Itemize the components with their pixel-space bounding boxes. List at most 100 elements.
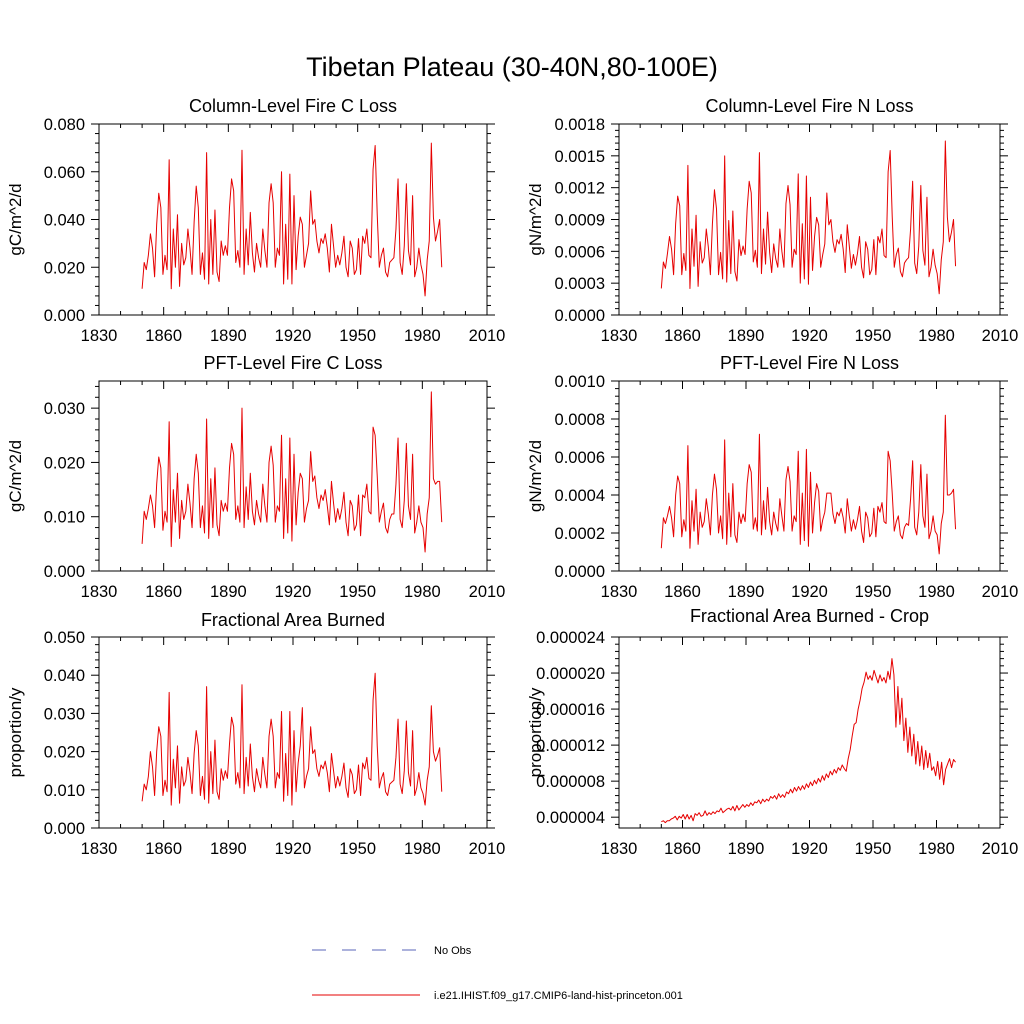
x-tick-label: 1920 xyxy=(791,583,828,601)
series-line xyxy=(141,391,443,553)
x-tick-label: 1920 xyxy=(275,327,312,345)
y-tick-label: 0.020 xyxy=(44,744,85,762)
x-tick-label: 1890 xyxy=(728,327,765,345)
y-tick-label: 0.050 xyxy=(44,629,85,647)
y-tick-label: 0.040 xyxy=(44,667,85,685)
x-tick-label: 1950 xyxy=(855,583,892,601)
legend: No Obs i.e21.IHIST.f09_g17.CMIP6-land-his… xyxy=(312,945,683,1002)
y-tick-label: 0.0008 xyxy=(555,411,605,429)
y-tick-label: 0.000008 xyxy=(536,773,605,791)
x-tick-label: 2010 xyxy=(469,583,506,601)
panel-title: Column-Level Fire N Loss xyxy=(705,96,913,116)
figure-title: Tibetan Plateau (30-40N,80-100E) xyxy=(306,52,718,82)
x-tick-label: 1830 xyxy=(81,840,118,858)
y-tick-label: 0.0012 xyxy=(555,180,605,198)
x-tick-label: 1920 xyxy=(791,327,828,345)
y-tick-label: 0.0018 xyxy=(555,116,605,134)
x-tick-label: 1950 xyxy=(339,327,376,345)
series-line xyxy=(660,414,957,555)
panel-title: PFT-Level Fire C Loss xyxy=(203,353,382,373)
y-tick-label: 0.0006 xyxy=(555,449,605,467)
series-line xyxy=(661,658,956,824)
x-tick-label: 1950 xyxy=(339,840,376,858)
y-tick-label: 0.0010 xyxy=(555,373,605,391)
x-tick-label: 1980 xyxy=(918,583,955,601)
y-tick-label: 0.0015 xyxy=(555,148,605,166)
x-tick-label: 1920 xyxy=(275,583,312,601)
panel-4: PFT-Level Fire N Loss gN/m^2/d 1830 1860 189… xyxy=(526,353,1018,601)
panel-6: Fractional Area Burned - Crop proportion/… xyxy=(526,606,1018,858)
y-tick-label: 0.030 xyxy=(44,400,85,418)
panel-title: PFT-Level Fire N Loss xyxy=(720,353,899,373)
x-tick-label: 2010 xyxy=(469,327,506,345)
x-tick-label: 1860 xyxy=(664,327,701,345)
y-tick-label: 0.020 xyxy=(44,454,85,472)
plot-frame xyxy=(618,636,1001,829)
panels: Column-Level Fire C Loss gC/m^2/d 1830 1860… xyxy=(6,96,1018,858)
x-tick-label: 1890 xyxy=(728,840,765,858)
y-tick-label: 0.040 xyxy=(44,212,85,230)
y-tick-label: 0.000020 xyxy=(536,665,605,683)
x-tick-label: 2010 xyxy=(982,327,1019,345)
series-line xyxy=(141,672,443,806)
panel-5: Fractional Area Burned proportion/y 1830 18… xyxy=(6,610,505,858)
x-tick-label: 1890 xyxy=(210,840,247,858)
y-axis-label: gN/m^2/d xyxy=(526,183,545,255)
y-tick-label: 0.0003 xyxy=(555,275,605,293)
x-tick-label: 1830 xyxy=(601,840,638,858)
x-tick-label: 1890 xyxy=(210,583,247,601)
x-tick-label: 1890 xyxy=(210,327,247,345)
y-tick-label: 0.0000 xyxy=(555,563,605,581)
x-tick-label: 1920 xyxy=(791,840,828,858)
x-tick-label: 1980 xyxy=(918,327,955,345)
y-tick-label: 0.000004 xyxy=(536,809,605,827)
panel-1: Column-Level Fire C Loss gC/m^2/d 1830 1860… xyxy=(6,96,505,345)
panel-title: Column-Level Fire C Loss xyxy=(189,96,397,116)
x-tick-label: 1860 xyxy=(145,583,182,601)
legend-label: No Obs xyxy=(434,945,472,957)
x-tick-label: 1920 xyxy=(275,840,312,858)
x-tick-label: 1830 xyxy=(601,327,638,345)
x-tick-label: 1890 xyxy=(728,583,765,601)
x-tick-label: 1980 xyxy=(404,327,441,345)
x-tick-label: 1950 xyxy=(855,327,892,345)
y-tick-label: 0.010 xyxy=(44,509,85,527)
x-tick-label: 1980 xyxy=(918,840,955,858)
x-tick-label: 2010 xyxy=(982,840,1019,858)
y-tick-label: 0.0004 xyxy=(555,487,605,505)
y-tick-label: 0.0002 xyxy=(555,525,605,543)
y-tick-label: 0.060 xyxy=(44,164,85,182)
x-tick-label: 1950 xyxy=(339,583,376,601)
y-tick-label: 0.000024 xyxy=(536,629,605,647)
x-tick-label: 2010 xyxy=(469,840,506,858)
y-tick-label: 0.030 xyxy=(44,705,85,723)
y-axis-label: gC/m^2/d xyxy=(6,440,25,512)
x-tick-label: 1980 xyxy=(404,840,441,858)
series-line xyxy=(141,142,443,297)
x-tick-label: 2010 xyxy=(982,583,1019,601)
x-tick-label: 1860 xyxy=(145,840,182,858)
y-tick-label: 0.000 xyxy=(44,307,85,325)
y-axis-label: proportion/y xyxy=(526,687,545,777)
y-tick-label: 0.000 xyxy=(44,820,85,838)
x-tick-label: 1950 xyxy=(855,840,892,858)
x-tick-label: 1830 xyxy=(601,583,638,601)
x-tick-label: 1860 xyxy=(145,327,182,345)
x-tick-label: 1980 xyxy=(404,583,441,601)
y-tick-label: 0.020 xyxy=(44,259,85,277)
y-axis-label: proportion/y xyxy=(6,687,25,777)
x-tick-label: 1830 xyxy=(81,583,118,601)
series-line xyxy=(660,140,957,295)
x-tick-label: 1860 xyxy=(664,583,701,601)
y-tick-label: 0.000016 xyxy=(536,701,605,719)
y-tick-label: 0.080 xyxy=(44,116,85,134)
panel-3: PFT-Level Fire C Loss gC/m^2/d 1830 1860 189… xyxy=(6,353,505,601)
y-axis-label: gC/m^2/d xyxy=(6,183,25,255)
y-axis-label: gN/m^2/d xyxy=(526,440,545,512)
y-tick-label: 0.0006 xyxy=(555,243,605,261)
x-tick-label: 1860 xyxy=(664,840,701,858)
panel-title: Fractional Area Burned - Crop xyxy=(690,606,929,626)
plot-frame xyxy=(98,636,488,829)
x-tick-label: 1830 xyxy=(81,327,118,345)
